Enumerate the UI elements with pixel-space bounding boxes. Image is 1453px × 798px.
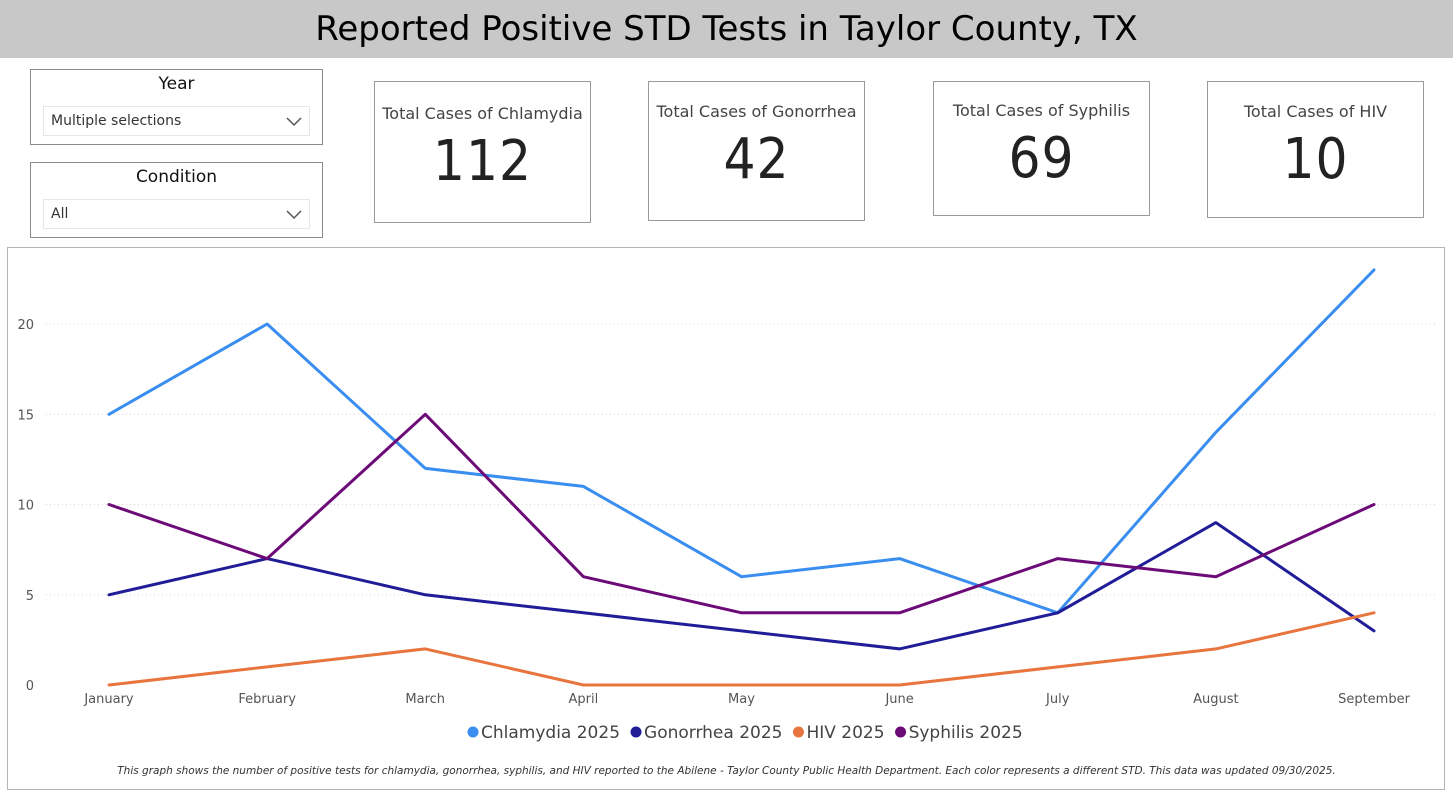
y-tick-label: 10 (17, 499, 34, 514)
legend-label: Chlamydia 2025 (481, 723, 620, 743)
year-dropdown-value: Multiple selections (51, 113, 182, 129)
card-chlamydia: Total Cases of Chlamydia 112 (374, 81, 591, 223)
series-line (107, 412, 1376, 615)
legend-marker (467, 726, 479, 738)
year-slicer: Year Multiple selections (30, 69, 323, 145)
x-tick-label: February (238, 692, 296, 707)
series-line (107, 611, 1376, 687)
y-tick-label: 0 (26, 679, 34, 694)
card-chlamydia-label: Total Cases of Chlamydia (382, 104, 583, 123)
chevron-down-icon (286, 210, 302, 220)
card-syphilis-label: Total Cases of Syphilis (952, 101, 1131, 120)
year-slicer-label: Year (158, 74, 195, 94)
condition-dropdown-value: All (51, 206, 69, 222)
legend-marker (792, 726, 804, 738)
x-tick-label: March (405, 692, 445, 707)
card-gonorrhea-label: Total Cases of Gonorrhea (656, 102, 857, 121)
chevron-down-icon (286, 117, 302, 127)
series-line (107, 521, 1376, 651)
card-syphilis-value: 69 (1008, 126, 1075, 191)
x-tick-label: August (1193, 692, 1239, 707)
series-line (107, 268, 1376, 615)
report-title: Reported Positive STD Tests in Taylor Co… (315, 9, 1138, 49)
line-chart: 0 5 10 15 20 January February March April May June… (17, 268, 1436, 743)
card-chlamydia-value: 112 (432, 129, 533, 194)
card-gonorrhea: Total Cases of Gonorrhea 42 (648, 81, 865, 221)
year-dropdown[interactable]: Multiple selections (43, 106, 310, 136)
x-tick-label: May (728, 692, 755, 707)
x-tick-label: September (1338, 692, 1411, 707)
card-syphilis: Total Cases of Syphilis 69 (933, 81, 1150, 216)
legend-marker (895, 726, 907, 738)
x-tick-label: June (884, 692, 913, 707)
legend-label: Gonorrhea 2025 (644, 723, 782, 743)
report-title-bar: Reported Positive STD Tests in Taylor Co… (0, 0, 1453, 58)
legend-label: HIV 2025 (806, 723, 884, 743)
x-tick-label: January (83, 692, 134, 707)
card-hiv-value: 10 (1282, 127, 1349, 192)
condition-slicer-label: Condition (135, 167, 218, 187)
x-tick-label: April (569, 692, 599, 707)
chart-footnote: This graph shows the number of positive … (117, 765, 1336, 777)
y-tick-label: 20 (17, 318, 34, 333)
card-hiv-label: Total Cases of HIV (1243, 102, 1388, 121)
legend-marker (630, 726, 642, 738)
x-tick-label: July (1045, 692, 1070, 707)
card-hiv: Total Cases of HIV 10 (1207, 81, 1424, 218)
legend-label: Syphilis 2025 (909, 723, 1023, 743)
condition-slicer: Condition All (30, 162, 323, 238)
y-tick-label: 5 (26, 589, 34, 604)
line-chart-panel: 0 5 10 15 20 January February March April May June… (7, 247, 1445, 790)
y-tick-label: 15 (17, 408, 34, 423)
card-gonorrhea-value: 42 (723, 127, 790, 192)
condition-dropdown[interactable]: All (43, 199, 310, 229)
